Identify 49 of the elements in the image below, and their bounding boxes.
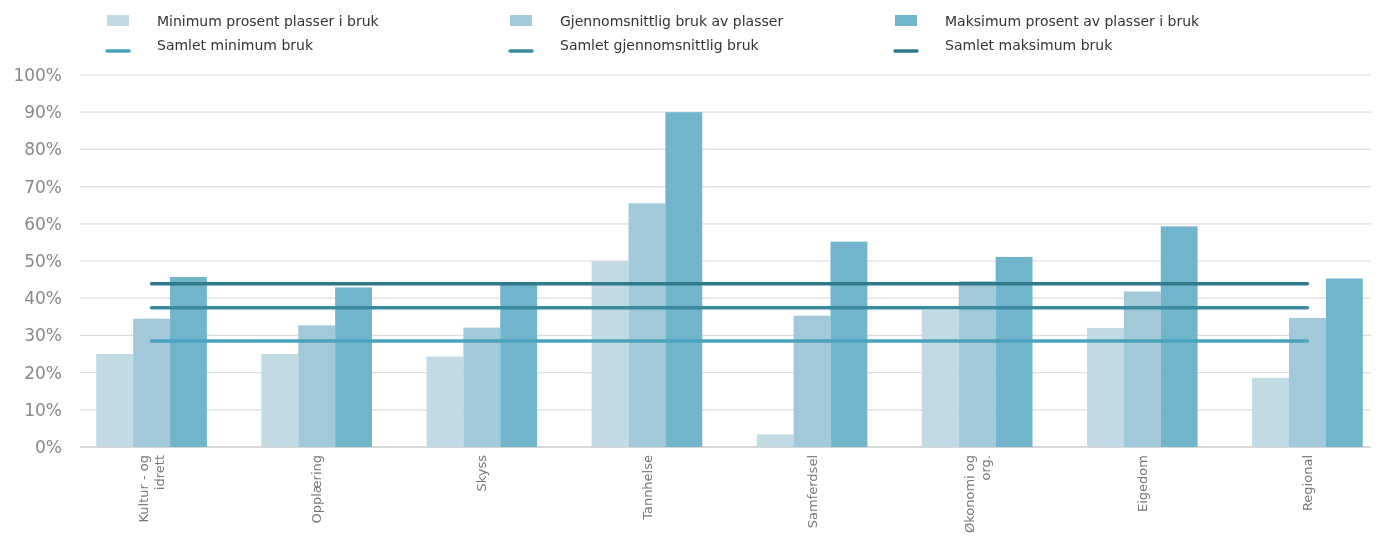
y-tick-label: 50% <box>24 250 62 271</box>
y-tick-label: 70% <box>24 176 62 197</box>
x-tick-label: Økonomi og org. <box>961 455 993 534</box>
bar <box>628 203 666 447</box>
legend-label: Samlet maksimum bruk <box>945 36 1114 53</box>
bar <box>995 256 1033 447</box>
y-tick-label: 40% <box>24 288 62 309</box>
bar <box>1288 317 1326 447</box>
x-tick-label: Tannhelse <box>639 455 655 521</box>
y-tick-label: 30% <box>24 325 62 346</box>
bar <box>1123 291 1161 447</box>
bar <box>921 310 959 447</box>
bar <box>591 261 629 447</box>
bar <box>830 241 868 447</box>
bar <box>665 112 703 447</box>
y-tick-label: 100% <box>13 64 62 85</box>
bar <box>1086 327 1124 447</box>
bar <box>261 354 299 447</box>
x-tick-label: Skyss <box>474 454 490 492</box>
bar <box>170 277 207 447</box>
x-tick-label: Kultur - og idrett <box>136 455 168 523</box>
y-tick-label: 20% <box>24 362 62 383</box>
bar <box>133 318 171 447</box>
bar <box>463 327 501 447</box>
bar <box>1252 377 1289 447</box>
bar <box>335 287 373 447</box>
bar <box>756 434 794 447</box>
bar <box>1160 226 1198 447</box>
bar <box>96 354 134 447</box>
bar <box>298 325 336 447</box>
x-tick-label: Eigedom <box>1134 455 1150 512</box>
bar <box>958 281 996 447</box>
y-tick-label: 80% <box>24 139 62 160</box>
y-tick-label: 10% <box>24 399 62 420</box>
legend-label: Gjennomsnittlig bruk av plasser <box>560 12 784 29</box>
y-tick-label: 60% <box>24 213 62 234</box>
x-tick-label: Opplæring <box>309 455 325 524</box>
legend-label: Maksimum prosent av plasser i bruk <box>945 12 1201 29</box>
legend-label: Samlet gjennomsnittlig bruk <box>560 36 760 53</box>
x-tick-label: Samferdsel <box>804 455 820 529</box>
bar <box>793 315 831 447</box>
bar <box>1325 278 1363 447</box>
bar <box>500 284 538 447</box>
legend-label: Minimum prosent plasser i bruk <box>157 12 380 29</box>
bar <box>426 356 464 447</box>
x-tick-label: Regional <box>1299 455 1315 512</box>
y-tick-label: 90% <box>24 102 62 123</box>
legend-label: Samlet minimum bruk <box>157 36 314 53</box>
y-tick-label: 0% <box>35 436 62 457</box>
